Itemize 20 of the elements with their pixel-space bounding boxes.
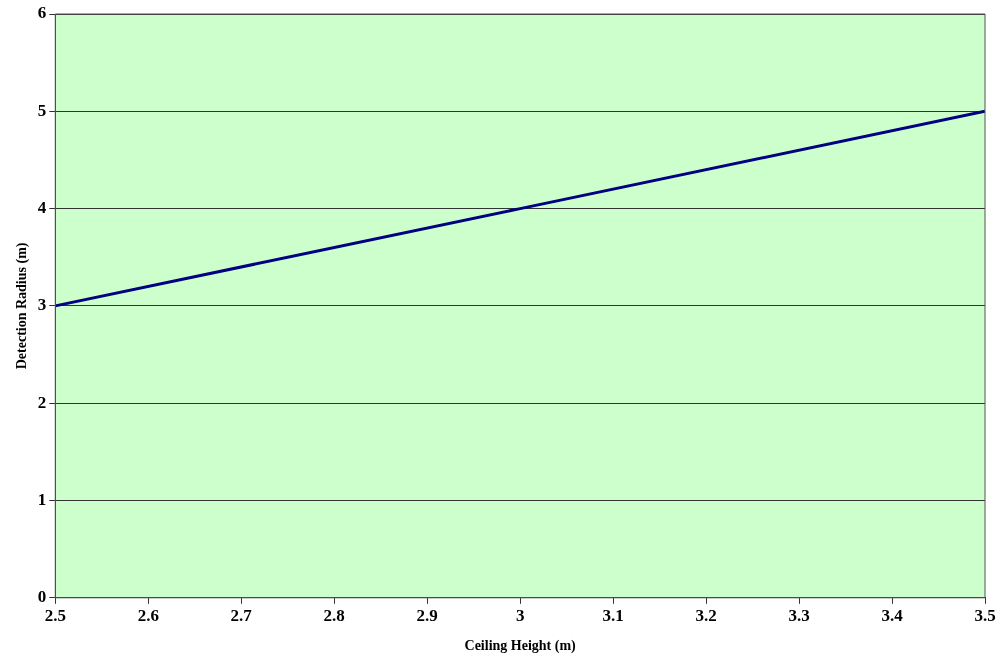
x-tick-label: 2.7 — [230, 606, 253, 626]
y-axis-title: Detection Radius (m) — [14, 242, 31, 370]
y-tick-label: 1 — [37, 489, 47, 509]
y-tick-label: 3 — [37, 295, 47, 315]
x-tick-label: 3 — [515, 606, 525, 626]
x-tick-label: 3.1 — [602, 606, 624, 626]
y-tick-label: 6 — [37, 3, 47, 23]
y-tick-label: 5 — [37, 100, 47, 120]
x-tick-label: 3.2 — [695, 606, 717, 626]
x-tick-label: 2.5 — [44, 606, 66, 626]
x-tick-label: 3.3 — [788, 606, 810, 626]
x-axis-title: Ceiling Height (m) — [464, 638, 577, 655]
x-tick-label: 2.8 — [323, 606, 345, 626]
x-tick-label: 2.6 — [137, 606, 159, 626]
x-tick-label: 3.5 — [974, 606, 996, 626]
x-tick-label: 2.9 — [416, 606, 438, 626]
y-tick-label: 0 — [37, 587, 47, 607]
y-tick-label: 4 — [37, 197, 47, 217]
x-tick-label: 3.4 — [881, 606, 904, 626]
y-tick-label: 2 — [37, 392, 47, 412]
